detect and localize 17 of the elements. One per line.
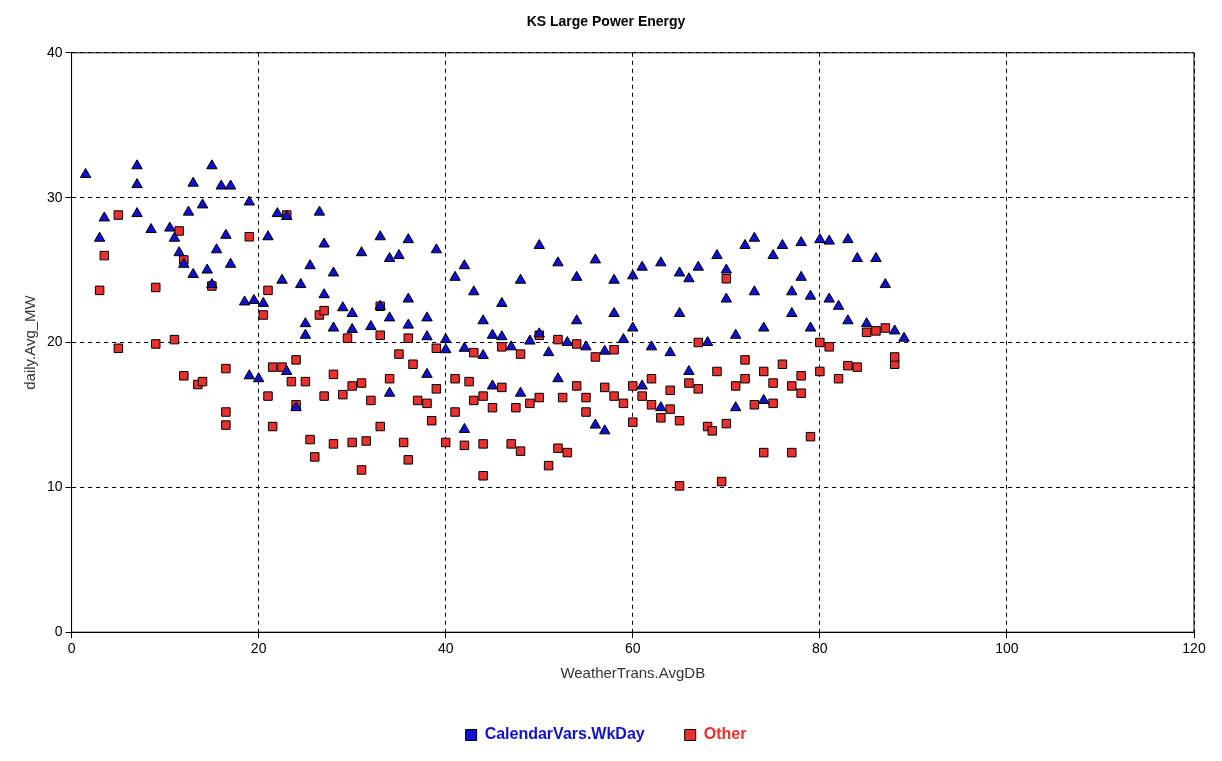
x-tick-label: 20 [250, 640, 267, 657]
y-tick-label: 40 [46, 43, 63, 60]
x-tick-label: 100 [995, 640, 1019, 657]
y-axis-title: daily.Avg_MW [21, 294, 39, 390]
x-tick-label: 40 [437, 640, 454, 657]
x-tick-label: 120 [1182, 640, 1206, 657]
y-tick-label: 30 [46, 188, 63, 205]
x-axis-title: WeatherTrans.AvgDB [560, 664, 706, 682]
y-tick-label: 20 [46, 333, 63, 350]
chart-title: KS Large Power Energy [526, 13, 686, 30]
y-tick-label: 0 [54, 623, 63, 640]
x-tick-label: 80 [812, 640, 828, 657]
x-tick-label: 60 [625, 640, 641, 657]
legend-label: CalendarVars.WkDay [484, 725, 645, 743]
x-tick-label: 0 [67, 640, 76, 657]
legend-label: Other [703, 725, 747, 743]
y-tick-label: 10 [46, 478, 63, 495]
